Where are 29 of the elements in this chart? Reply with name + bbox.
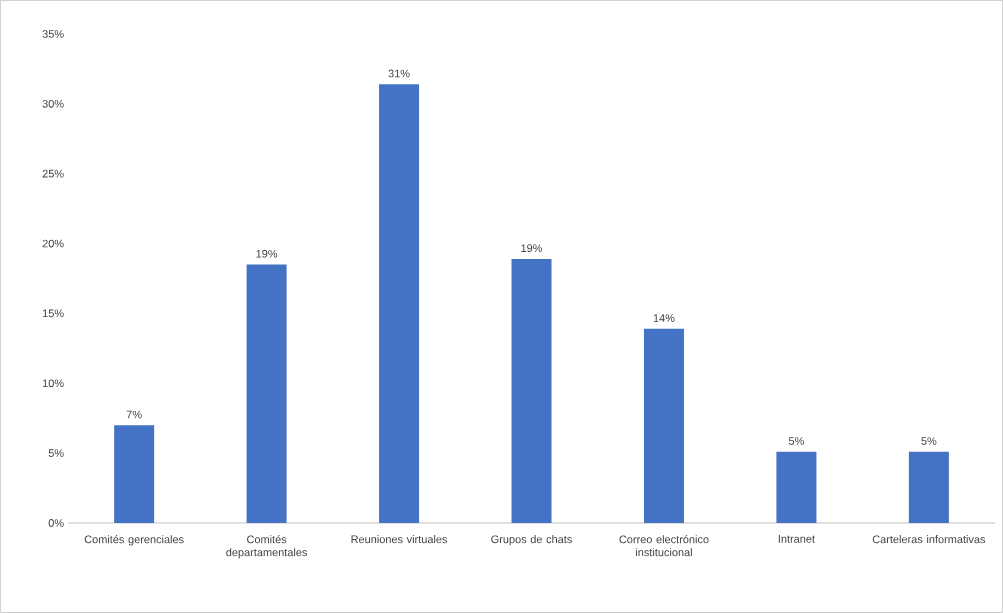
data-label: 19% xyxy=(256,249,278,258)
x-tick-label: Carteleras informativas xyxy=(872,535,986,544)
bar xyxy=(776,451,817,524)
y-tick-label: 15% xyxy=(42,309,64,318)
y-tick-label: 10% xyxy=(42,379,64,388)
bar xyxy=(114,425,155,524)
x-tick-label: Grupos de chats xyxy=(491,535,572,546)
y-tick-label: 35% xyxy=(42,30,64,38)
bar xyxy=(643,328,684,524)
x-tick-label: Comités gerenciales xyxy=(84,535,184,546)
y-tick-label: 0% xyxy=(48,519,64,527)
data-label: 19% xyxy=(521,244,543,253)
x-tick-label: Intranet xyxy=(778,535,815,543)
bar xyxy=(246,264,287,524)
x-tick-label: Reuniones virtuales xyxy=(351,535,448,544)
y-tick-label: 5% xyxy=(48,449,64,458)
data-label: 7% xyxy=(126,410,142,419)
x-tick-label: Correo electrónico institucional xyxy=(619,535,709,557)
bar xyxy=(379,84,420,524)
data-label: 14% xyxy=(653,314,675,322)
y-tick-label: 20% xyxy=(42,239,64,248)
data-label: 5% xyxy=(921,437,937,445)
bar xyxy=(511,258,552,524)
bar xyxy=(908,451,949,524)
data-label: 31% xyxy=(388,69,410,78)
y-tick-label: 30% xyxy=(42,99,64,108)
data-label: 5% xyxy=(788,437,804,445)
x-tick-label: Comités departamentales xyxy=(226,535,308,559)
y-tick-label: 25% xyxy=(42,169,64,178)
